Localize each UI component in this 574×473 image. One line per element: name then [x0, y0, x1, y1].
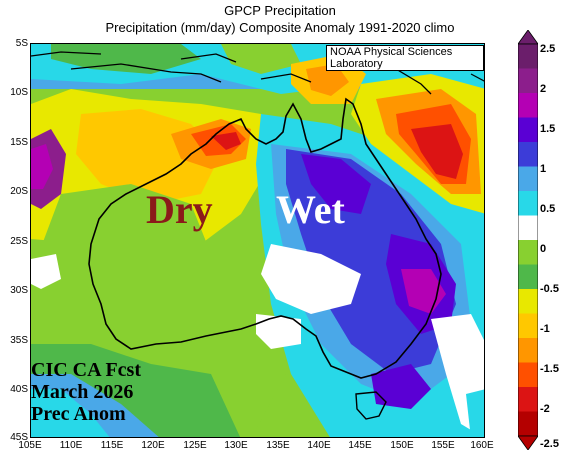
- colorbar-label: 1: [540, 163, 547, 175]
- credit-label: NOAA Physical Sciences Laboratory: [326, 45, 484, 71]
- colorbar-segment: [518, 68, 538, 94]
- lon-label: 130E: [224, 440, 248, 451]
- colorbar-segment: [518, 166, 538, 192]
- colorbar-bottom-arrow: [518, 435, 538, 450]
- colorbar: [518, 30, 538, 450]
- lat-label: 5S: [15, 38, 28, 49]
- colorbar-label: 1.5: [540, 123, 556, 135]
- colorbar-segment: [518, 264, 538, 290]
- colorbar-segment: [518, 93, 538, 118]
- lon-label: 150E: [390, 440, 414, 451]
- lat-label: 45S: [10, 432, 28, 443]
- lat-label: 20S: [10, 186, 28, 197]
- lat-label: 35S: [10, 335, 28, 346]
- lat-label: 25S: [10, 236, 28, 247]
- colorbar-label: 2: [540, 83, 547, 95]
- dry-annotation: Dry: [146, 187, 213, 232]
- colorbar-segment: [518, 240, 538, 265]
- colorbar-label: 2.5: [540, 43, 556, 55]
- lon-label: 105E: [18, 440, 42, 451]
- colorbar-label: -2.5: [540, 438, 559, 450]
- colorbar-segment: [518, 338, 538, 363]
- colorbar-segment: [518, 313, 538, 339]
- footer-line1: CIC CA Fcst: [31, 359, 141, 381]
- lat-label: 40S: [10, 384, 28, 395]
- lon-label: 145E: [348, 440, 372, 451]
- footer-line3: Prec Anom: [31, 403, 126, 425]
- lon-label: 125E: [183, 440, 207, 451]
- colorbar-segment: [518, 44, 538, 69]
- lon-label: 135E: [266, 440, 290, 451]
- colorbar-label: -1: [540, 323, 550, 335]
- colorbar-segment: [518, 142, 538, 167]
- colorbar-segment: [518, 191, 538, 216]
- chart-subtitle: Precipitation (mm/day) Composite Anomaly…: [105, 20, 455, 35]
- colorbar-label: 0: [540, 243, 547, 255]
- lat-label: 15S: [10, 137, 28, 148]
- lat-label: 10S: [10, 87, 28, 98]
- lon-label: 160E: [470, 440, 494, 451]
- colorbar-label: 0.5: [540, 203, 556, 215]
- colorbar-segment: [518, 215, 538, 241]
- colorbar-top-arrow: [518, 30, 538, 45]
- lon-label: 110E: [59, 440, 83, 451]
- chart-title: GPCP Precipitation: [224, 3, 336, 18]
- colorbar-label: -1.5: [540, 363, 559, 375]
- colorbar-segment: [518, 289, 538, 314]
- colorbar-label: -2: [540, 403, 550, 415]
- lon-label: 140E: [307, 440, 331, 451]
- wet-annotation: Wet: [276, 187, 345, 232]
- lon-label: 120E: [141, 440, 165, 451]
- footer-line2: March 2026: [31, 381, 134, 403]
- colorbar-segment: [518, 411, 538, 437]
- colorbar-segment: [518, 387, 538, 412]
- australia-coastline: [88, 97, 442, 379]
- map-panel: NOAA Physical Sciences Laboratory Dry We…: [30, 43, 485, 438]
- colorbar-segment: [518, 362, 538, 388]
- colorbar-segment: [518, 117, 538, 143]
- lon-label: 115E: [100, 440, 124, 451]
- lat-label: 30S: [10, 285, 28, 296]
- lon-label: 155E: [431, 440, 455, 451]
- footer-annotation: CIC CA Fcst March 2026 Prec Anom: [31, 359, 141, 425]
- colorbar-label: -0.5: [540, 283, 559, 295]
